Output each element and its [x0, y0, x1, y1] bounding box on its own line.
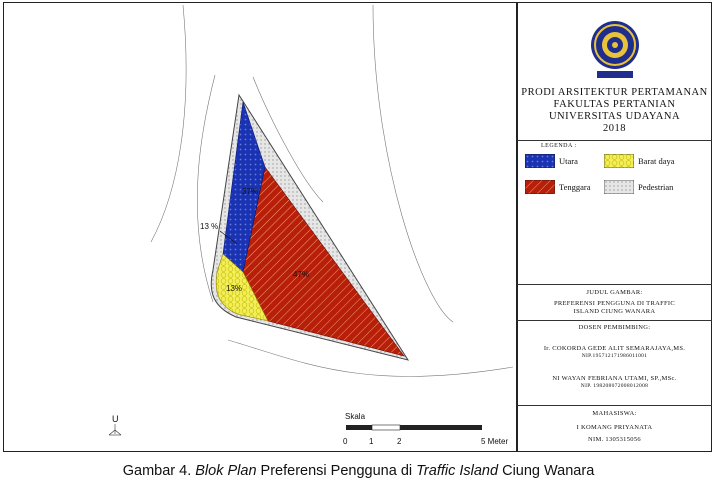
rule-3 — [517, 320, 712, 321]
supervisor-2-nip: NIP. 198208072008012008 — [580, 383, 649, 389]
university-logo-icon — [591, 21, 639, 78]
scale-tick-1: 1 — [369, 437, 374, 446]
road-curve-south — [227, 339, 514, 377]
figure-caption: Gambar 4. Blok Plan Preferensi Pengguna … — [0, 463, 717, 479]
rule-1 — [517, 140, 712, 141]
road-curve-west — [150, 4, 187, 243]
road-curve-north-right — [252, 76, 324, 203]
legend-title: LEGENDA : — [541, 143, 577, 149]
supervisor-1-name: Ir. COKORDA GEDE ALIT SEMARAJAYA,MS. — [543, 345, 686, 352]
legend-label-tenggara: Tenggara — [559, 182, 591, 192]
rule-4 — [517, 405, 712, 406]
student-name: I KOMANG PRIYANATA — [576, 424, 653, 431]
caption-middle: Preferensi Pengguna di — [256, 463, 417, 479]
drawing-title-line-1: PREFERENSI PENGGUNA DI TRAFFIC — [553, 300, 676, 307]
north-arrow-icon — [108, 424, 122, 436]
swatch-barat-daya-icon — [604, 154, 634, 168]
institution-line-3: UNIVERSITAS UDAYANA — [548, 111, 681, 122]
road-curve-east — [372, 4, 454, 323]
label-callout-percent: 13 % — [200, 222, 218, 231]
scale-bar — [346, 424, 482, 431]
scale-tick-0: 0 — [343, 437, 348, 446]
zone-barat-daya — [215, 253, 269, 322]
supervisor-2-name: NI WAYAN FEBRIANA UTAMI, SP.,MSc. — [552, 375, 677, 382]
scale-tick-2: 2 — [397, 437, 402, 446]
supervisor-1-nip: NIP.195712171986011001 — [581, 353, 648, 359]
scale-tick-5: 5 Meter — [481, 437, 508, 446]
institution-year: 2018 — [603, 123, 626, 134]
drawing-title-line-2: ISLAND CIUNG WANARA — [573, 308, 656, 315]
supervisors-heading: DOSEN PEMBIMBING: — [578, 324, 651, 331]
legend-label-barat-daya: Barat daya — [638, 156, 675, 166]
institution-line-1: PRODI ARSITEKTUR PERTAMANAN — [521, 87, 708, 98]
swatch-tenggara-icon — [525, 180, 555, 194]
drawing-heading: JUDUL GAMBAR: — [586, 289, 643, 296]
swatch-pedestrian-icon — [604, 180, 634, 194]
student-heading: MAHASISWA: — [592, 410, 637, 417]
legend-label-pedestrian: Pedestrian — [638, 182, 674, 192]
title-block: PRODI ARSITEKTUR PERTAMANAN FAKULTAS PER… — [517, 2, 712, 452]
sheet-frame — [3, 2, 712, 452]
institution-block: PRODI ARSITEKTUR PERTAMANAN FAKULTAS PER… — [517, 87, 712, 135]
panel-divider — [516, 2, 518, 452]
callout-leader — [219, 230, 238, 245]
rule-2 — [517, 284, 712, 285]
label-utara-percent: 37% — [242, 187, 258, 196]
legend-label-utara: Utara — [559, 156, 578, 166]
caption-prefix: Gambar 4. — [122, 463, 196, 479]
caption-italic-2: Traffic Island — [416, 463, 499, 479]
road-curve-north-left — [196, 74, 216, 303]
scale-title: Skala — [345, 412, 366, 421]
north-label: U — [112, 414, 119, 424]
caption-italic-1: Blok Plan — [195, 463, 257, 479]
institution-line-2: FAKULTAS PERTANIAN — [553, 99, 676, 110]
student-nim: NIM. 1305315056 — [588, 436, 641, 443]
label-tenggara-percent: 47% — [293, 270, 309, 279]
zone-tenggara — [242, 166, 405, 357]
block-plan: 37% 47% 13% 13 % U Skala 0 1 2 5 Meter — [108, 4, 514, 446]
caption-suffix: Ciung Wanara — [498, 463, 595, 479]
swatch-utara-icon — [525, 154, 555, 168]
label-barat-daya-percent: 13% — [226, 284, 242, 293]
